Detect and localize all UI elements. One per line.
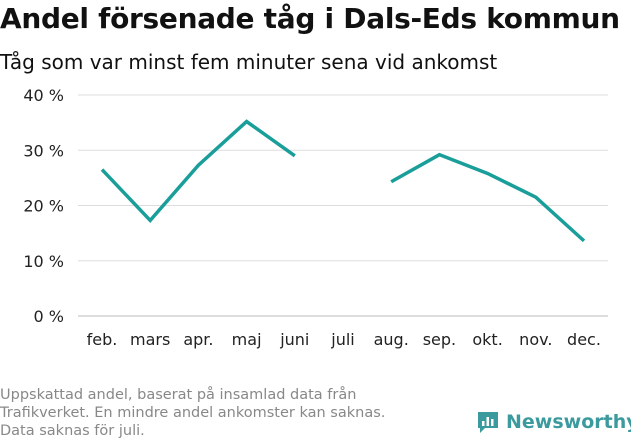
footnote-line: Trafikverket. En mindre andel ankomster …	[0, 405, 386, 421]
footnote-line: Data saknas för juli.	[0, 423, 145, 439]
brand-name: Newsworthy	[506, 411, 631, 433]
x-tick-label: mars	[130, 330, 170, 349]
chart-subtitle: Tåg som var minst fem minuter sena vid a…	[0, 50, 498, 74]
series-line-segment	[100, 119, 296, 224]
x-tick-label: dec.	[567, 330, 601, 349]
x-tick-label: juni	[279, 330, 309, 349]
footnote-line: Uppskattad andel, baserat på insamlad da…	[0, 387, 357, 403]
x-tick-label: juli	[330, 330, 354, 349]
footnote: Uppskattad andel, baserat på insamlad da…	[0, 386, 430, 440]
line-chart: 0 % 10 % 20 % 30 % 40 % feb. mars apr. maj juni j…	[23, 86, 608, 349]
brand-logo: Newsworthy	[476, 410, 631, 434]
y-tick-label: 20 %	[23, 197, 64, 216]
x-tick-label: sep.	[423, 330, 456, 349]
x-tick-label: nov.	[519, 330, 552, 349]
chart-title: Andel försenade tåg i Dals-Eds kommun	[0, 2, 620, 35]
x-tick-label: maj	[232, 330, 262, 349]
series-line-segment	[390, 152, 586, 243]
y-tick-label: 10 %	[23, 252, 64, 271]
y-axis-tick-labels: 0 % 10 % 20 % 30 % 40 %	[23, 86, 64, 326]
x-tick-label: aug.	[374, 330, 409, 349]
newsworthy-logo-icon	[478, 412, 498, 433]
y-tick-label: 0 %	[34, 307, 64, 326]
x-tick-label: apr.	[183, 330, 213, 349]
grid-lines	[78, 94, 608, 317]
y-tick-label: 30 %	[23, 141, 64, 160]
series-lines	[100, 119, 586, 243]
y-tick-label: 40 %	[23, 86, 64, 105]
x-tick-label: feb.	[87, 330, 118, 349]
x-axis-tick-labels: feb. mars apr. maj juni juli aug. sep. okt. nov. d…	[87, 330, 601, 349]
x-tick-label: okt.	[472, 330, 502, 349]
